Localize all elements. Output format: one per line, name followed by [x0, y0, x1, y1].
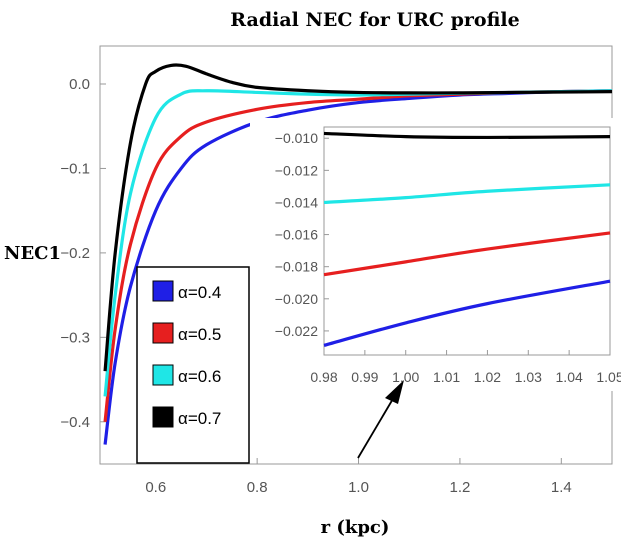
inset-series-line-3: [323, 183, 611, 205]
legend-swatch: [152, 280, 174, 302]
inset-series-line-2: [323, 231, 611, 277]
legend-swatch: [152, 322, 174, 344]
inset-y-tick-label: −0.010: [275, 130, 318, 146]
inset-x-tick-label: 1.03: [515, 369, 542, 385]
inset-y-tick-label: −0.012: [275, 162, 318, 178]
inset-x-tick-label: 1.04: [556, 369, 583, 385]
y-axis-label: NEC1: [4, 243, 61, 264]
inset-x-tick-label: 0.99: [351, 369, 378, 385]
inset-plot-curves: [323, 131, 611, 347]
inset-y-tick-label: −0.014: [275, 194, 318, 210]
legend-swatch: [152, 364, 174, 386]
legend-label: α=0.7: [178, 409, 221, 428]
inset-series-line-4: [323, 131, 611, 140]
x-tick-label: 0.8: [247, 479, 268, 496]
x-tick-label: 1.2: [449, 479, 470, 496]
inset-y-tick-label: −0.020: [275, 291, 318, 307]
inset-x-tick-label: 1.01: [433, 369, 460, 385]
x-tick-label: 0.6: [145, 479, 166, 496]
series-line-4: [103, 63, 613, 372]
legend-label: α=0.5: [178, 325, 221, 344]
inset-x-tick-label: 1.05: [596, 369, 621, 385]
legend-label: α=0.4: [178, 283, 221, 302]
x-tick-label: 1.4: [551, 479, 572, 496]
y-tick-label: −0.1: [60, 160, 90, 177]
inset-y-tick-label: −0.016: [275, 227, 318, 243]
inset-frame: [323, 126, 611, 356]
inset-axis-ticks: 0.98 0.99 1.00 1.01 1.02 1.03 1.04 1.05 −0.010 −0…: [275, 130, 621, 385]
inset-y-tick-label: −0.018: [275, 259, 318, 275]
inset-x-tick-label: 1.00: [392, 369, 419, 385]
main-axis-ticks: 0.6 0.8 1.0 1.2 1.4 0.0 −0.1 −0.2 −0.3 −0.4: [60, 76, 571, 496]
pointer-arrow: [357, 380, 404, 459]
inset-series-line-1: [323, 279, 611, 347]
legend: α=0.4 α=0.5 α=0.6 α=0.7: [136, 266, 250, 464]
inset-x-tick-label: 0.98: [310, 369, 337, 385]
y-tick-label: 0.0: [69, 76, 90, 93]
legend-swatch: [152, 406, 174, 428]
x-axis-label: r (kpc): [321, 517, 390, 538]
y-tick-label: −0.2: [60, 245, 90, 262]
chart-title: Radial NEC for URC profile: [230, 9, 519, 31]
legend-label: α=0.6: [178, 367, 221, 386]
inset-x-tick-label: 1.02: [474, 369, 501, 385]
y-tick-label: −0.3: [60, 329, 90, 346]
x-tick-label: 1.0: [348, 479, 369, 496]
inset-y-tick-label: −0.022: [275, 323, 318, 339]
y-tick-label: −0.4: [60, 414, 90, 431]
inset-plot: 0.98 0.99 1.00 1.01 1.02 1.03 1.04 1.05 −0.010 −0…: [250, 118, 621, 391]
inset-background: [250, 118, 617, 391]
